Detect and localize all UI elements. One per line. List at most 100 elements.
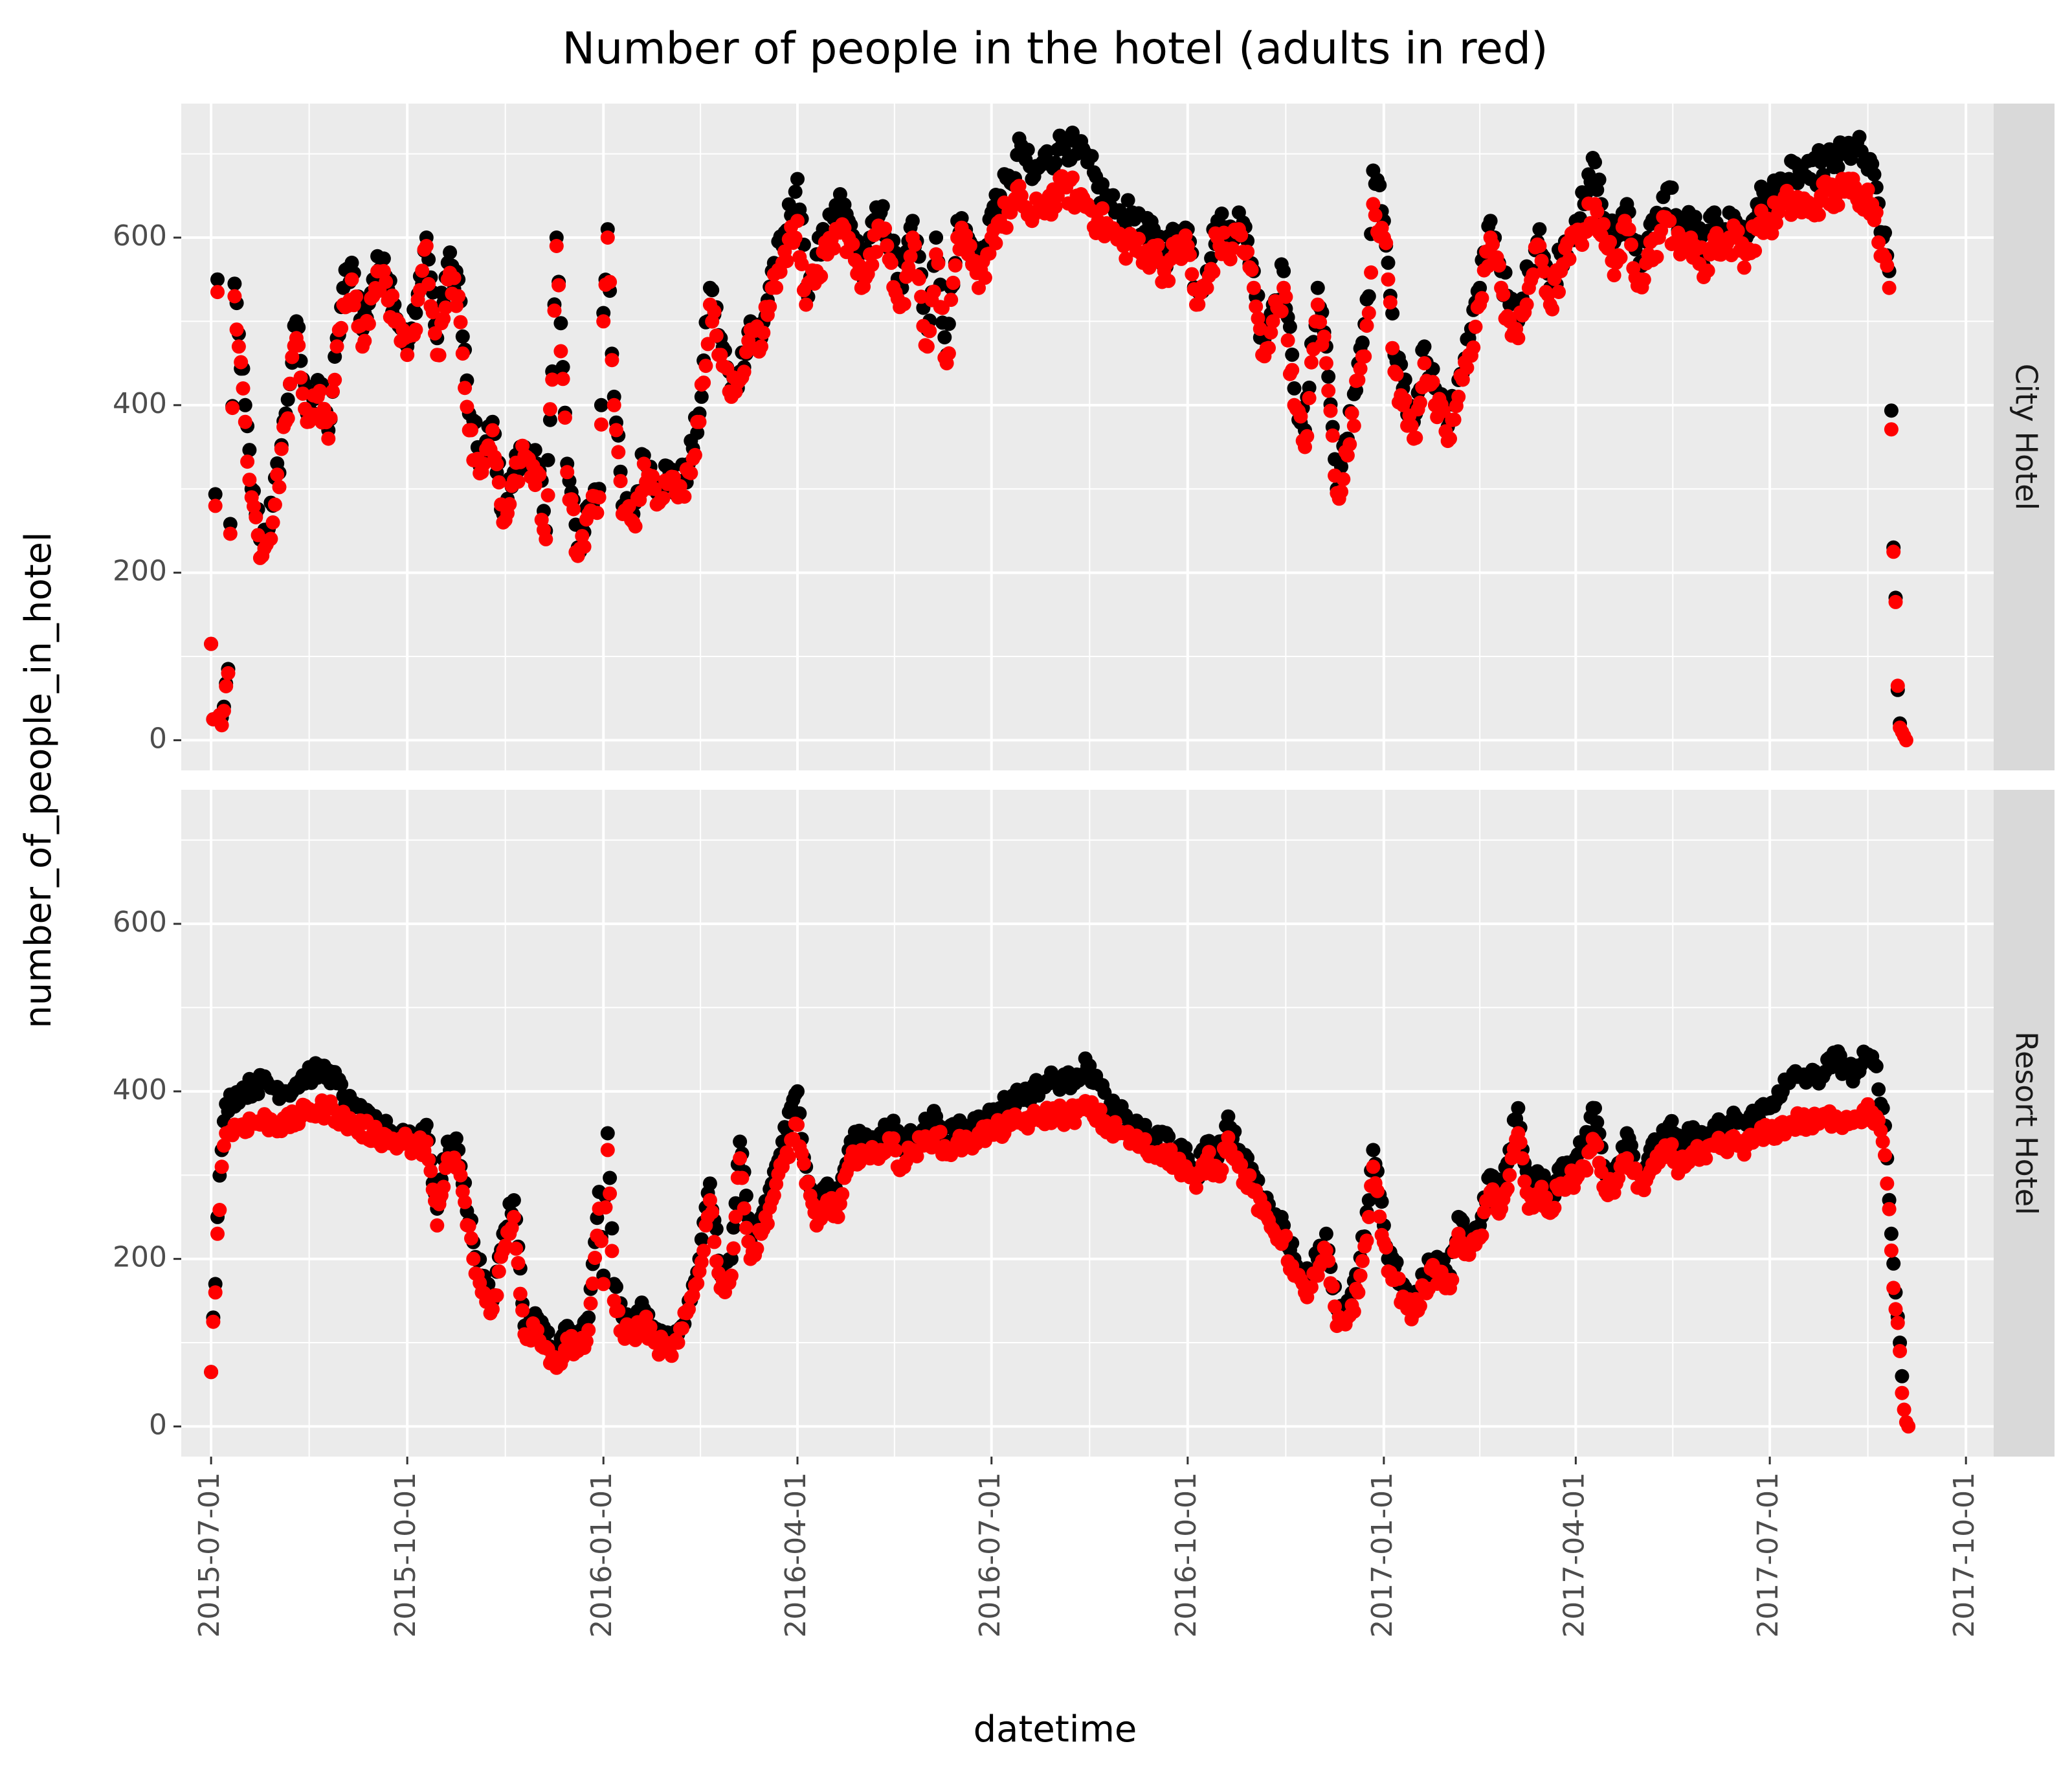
point-adults bbox=[344, 272, 359, 287]
point-adults bbox=[884, 255, 898, 270]
point-adults bbox=[1899, 733, 1913, 748]
point-adults bbox=[830, 1209, 845, 1224]
point-adults bbox=[453, 315, 468, 330]
point-adults bbox=[1539, 1190, 1554, 1205]
point-adults bbox=[539, 532, 553, 546]
point-adults bbox=[1300, 429, 1315, 443]
point-adults bbox=[948, 258, 963, 273]
point-adults bbox=[1351, 373, 1366, 387]
point-adults bbox=[204, 636, 219, 651]
point-adults bbox=[513, 1286, 528, 1301]
point-adults bbox=[763, 299, 777, 314]
point-adults bbox=[231, 339, 246, 354]
point-adults bbox=[489, 1288, 504, 1303]
point-adults bbox=[972, 280, 986, 295]
point-adults bbox=[515, 1303, 530, 1318]
point-adults bbox=[754, 339, 768, 354]
point-total bbox=[1385, 306, 1400, 321]
point-adults bbox=[1359, 1233, 1374, 1248]
point-adults bbox=[1334, 484, 1348, 499]
point-adults bbox=[1545, 302, 1560, 317]
point-adults bbox=[1404, 418, 1419, 433]
point-adults bbox=[760, 1216, 775, 1231]
point-adults bbox=[1191, 297, 1206, 312]
point-adults bbox=[1502, 1168, 1517, 1183]
point-adults bbox=[1351, 1285, 1366, 1300]
point-adults bbox=[682, 1302, 696, 1317]
point-adults bbox=[1391, 1271, 1406, 1286]
point-adults bbox=[600, 230, 615, 245]
point-adults bbox=[545, 372, 560, 387]
point-adults bbox=[285, 350, 300, 364]
point-adults bbox=[1278, 289, 1293, 304]
point-adults bbox=[1366, 197, 1381, 212]
point-adults bbox=[249, 510, 263, 524]
point-adults bbox=[756, 326, 771, 340]
point-adults bbox=[236, 381, 251, 396]
point-total bbox=[1588, 155, 1602, 170]
point-adults bbox=[1244, 262, 1259, 277]
point-total bbox=[376, 251, 391, 266]
point-adults bbox=[897, 297, 911, 311]
point-adults bbox=[645, 469, 660, 484]
x-tick-label: 2015-07-01 bbox=[193, 1472, 226, 1638]
point-adults bbox=[594, 417, 608, 432]
point-adults bbox=[267, 497, 282, 512]
point-total bbox=[1886, 1256, 1901, 1271]
point-adults bbox=[933, 1125, 948, 1139]
point-total bbox=[1310, 280, 1325, 295]
point-total bbox=[1361, 289, 1376, 304]
point-adults bbox=[888, 1143, 903, 1158]
point-adults bbox=[466, 1251, 481, 1266]
point-adults bbox=[419, 1134, 434, 1149]
point-adults bbox=[212, 1203, 227, 1217]
point-adults bbox=[219, 679, 234, 693]
point-adults bbox=[1579, 1163, 1594, 1178]
point-adults bbox=[684, 465, 698, 480]
x-tick-label: 2017-10-01 bbox=[1948, 1472, 1981, 1638]
point-adults bbox=[600, 1143, 615, 1158]
point-adults bbox=[1748, 243, 1763, 258]
point-adults bbox=[988, 236, 1003, 251]
point-adults bbox=[1425, 375, 1440, 390]
point-adults bbox=[1893, 1344, 1908, 1358]
point-adults bbox=[1603, 234, 1618, 249]
point-adults bbox=[1436, 403, 1451, 418]
point-adults bbox=[1119, 251, 1133, 266]
point-adults bbox=[733, 1151, 748, 1166]
y-tick-label: 600 bbox=[113, 219, 167, 252]
point-adults bbox=[590, 506, 605, 520]
point-total bbox=[1040, 144, 1054, 159]
point-total bbox=[223, 517, 238, 532]
point-adults bbox=[313, 383, 328, 398]
point-total bbox=[1884, 403, 1899, 418]
point-adults bbox=[325, 384, 340, 399]
point-adults bbox=[458, 381, 473, 396]
point-adults bbox=[1206, 265, 1221, 279]
point-adults bbox=[428, 326, 442, 341]
point-adults bbox=[1304, 355, 1319, 370]
point-adults bbox=[788, 230, 803, 245]
point-adults bbox=[908, 238, 922, 252]
facet-label-resort-hotel: Resort Hotel bbox=[2009, 1031, 2044, 1215]
point-adults bbox=[577, 539, 592, 554]
point-adults bbox=[1223, 252, 1238, 267]
point-total bbox=[1321, 369, 1336, 384]
point-adults bbox=[1613, 250, 1628, 265]
point-total bbox=[1664, 1113, 1679, 1128]
point-adults bbox=[376, 263, 391, 278]
point-adults bbox=[671, 1336, 685, 1350]
point-adults bbox=[1359, 319, 1374, 333]
point-adults bbox=[221, 666, 236, 680]
point-adults bbox=[1379, 1240, 1394, 1255]
point-adults bbox=[1611, 1170, 1626, 1185]
point-total bbox=[875, 199, 890, 214]
point-adults bbox=[436, 311, 451, 326]
point-adults bbox=[1379, 236, 1394, 251]
point-adults bbox=[1700, 263, 1715, 278]
point-adults bbox=[555, 372, 570, 386]
point-adults bbox=[790, 1117, 805, 1132]
point-total bbox=[733, 1134, 748, 1149]
point-adults bbox=[247, 499, 261, 514]
